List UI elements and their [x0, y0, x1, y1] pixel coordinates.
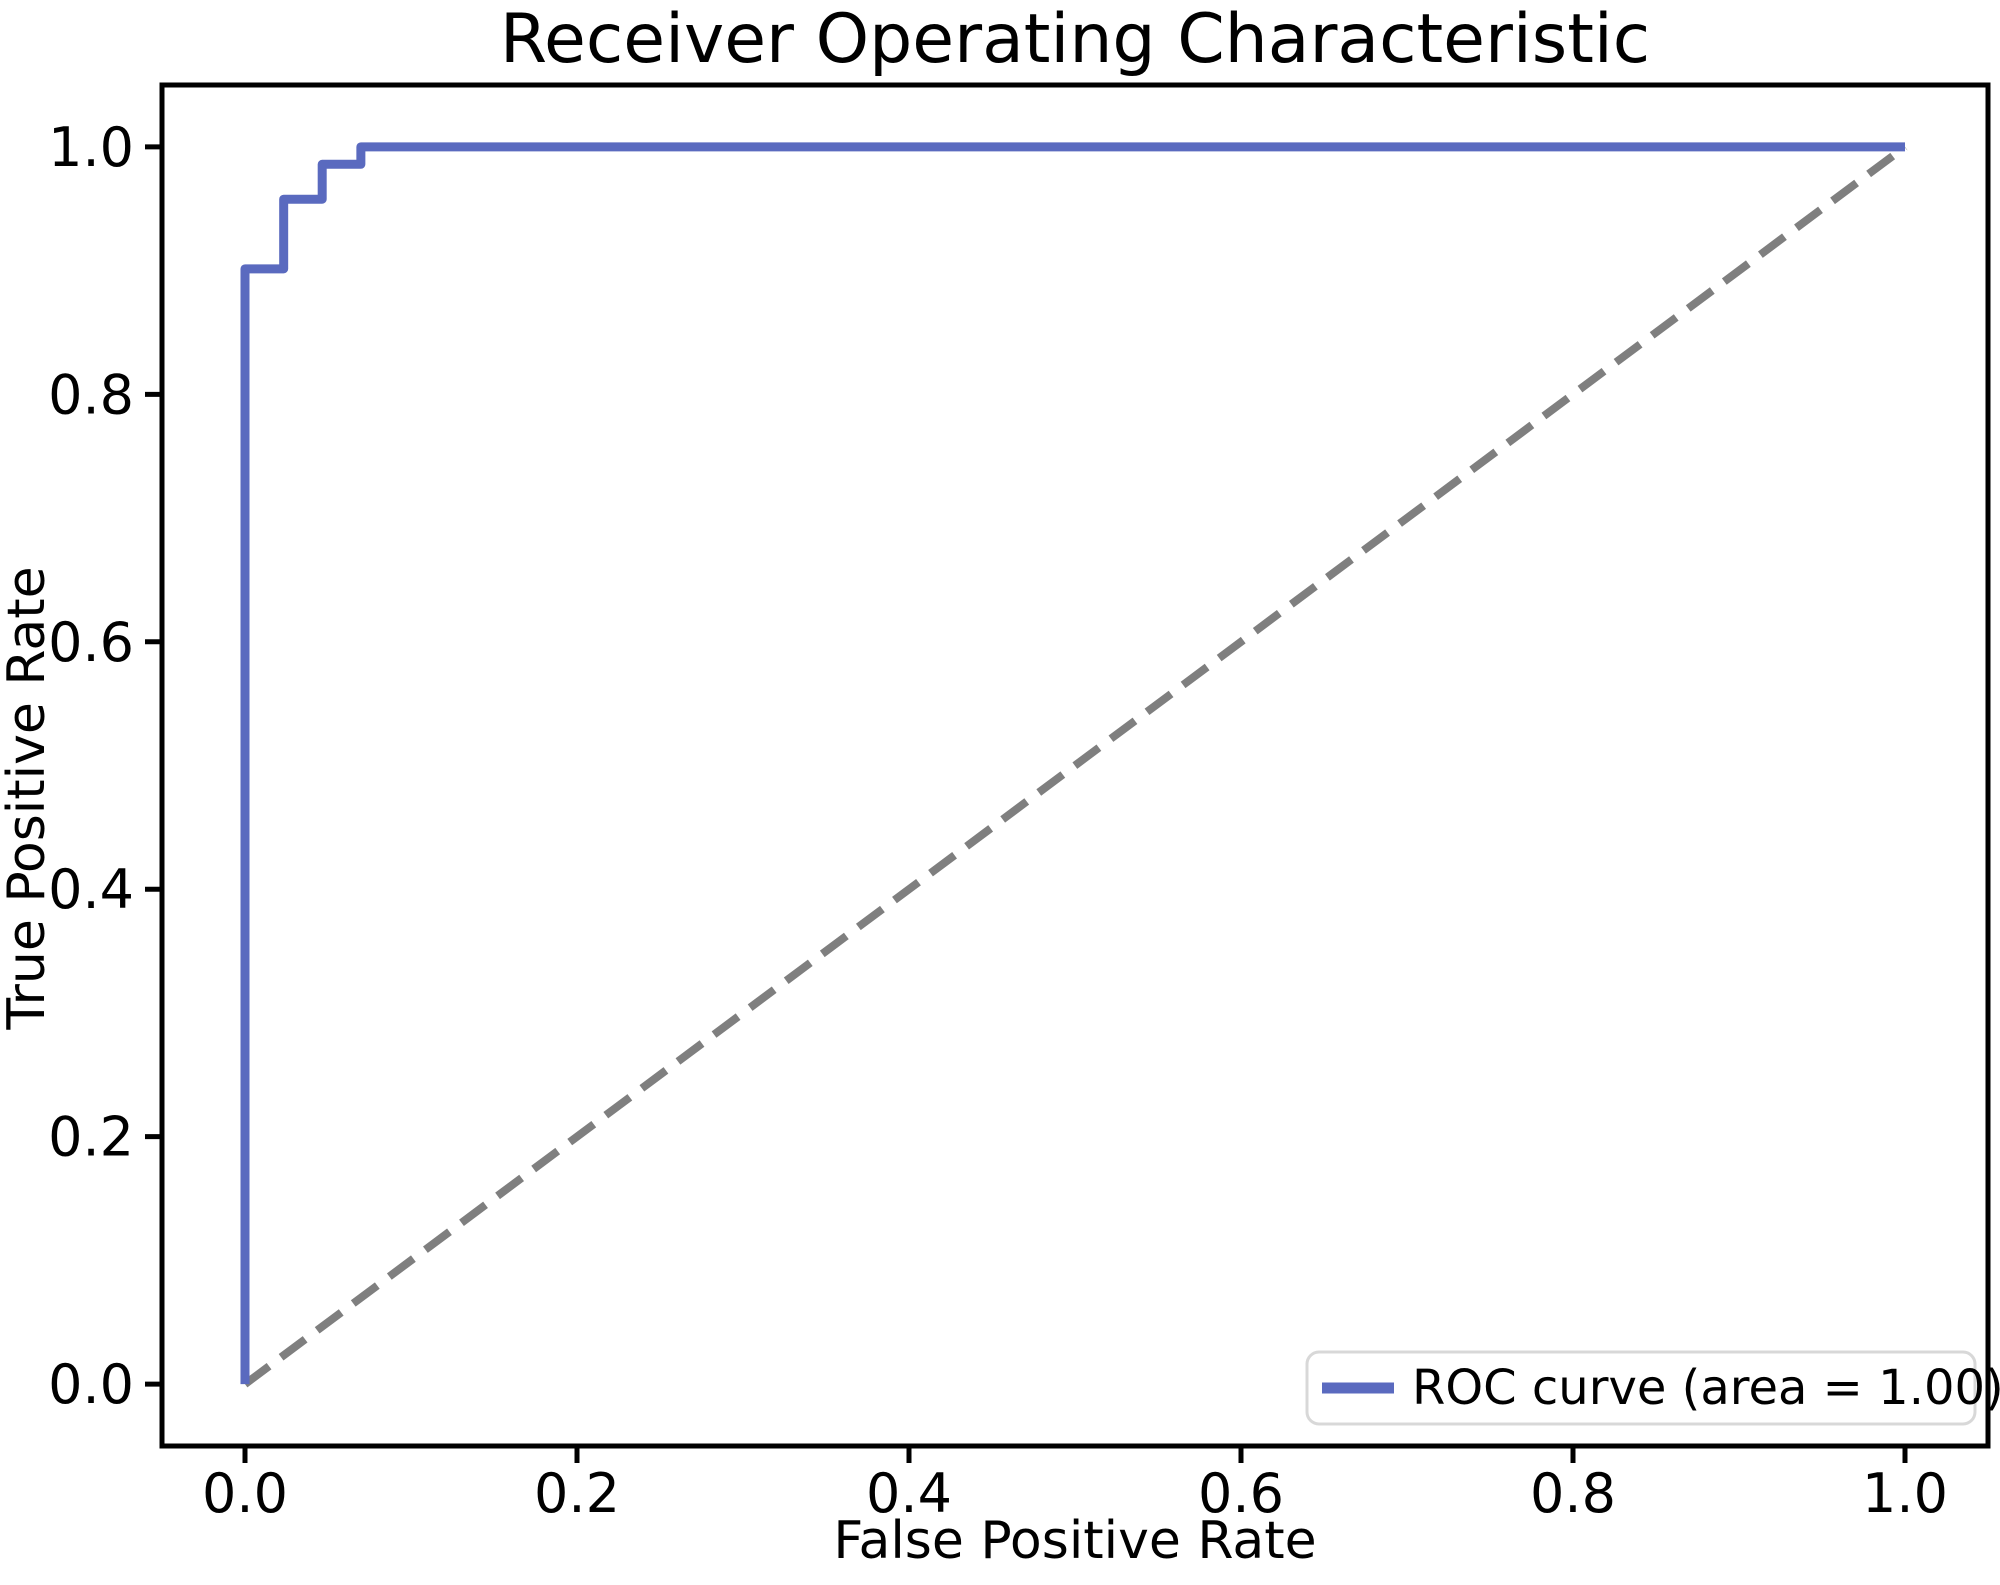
- y-tick-label: 0.2: [48, 1106, 134, 1169]
- y-tick-label: 0.0: [48, 1353, 134, 1416]
- legend: ROC curve (area = 1.00): [1305, 1350, 2000, 1426]
- chart-title: Receiver Operating Characteristic: [500, 0, 1650, 79]
- x-tick-label: 0.0: [202, 1462, 288, 1525]
- x-axis-label: False Positive Rate: [833, 1511, 1316, 1571]
- y-tick-label: 0.6: [48, 611, 134, 674]
- x-tick-label: 0.6: [1198, 1462, 1284, 1525]
- y-axis-label: True Positive Rate: [0, 566, 57, 1030]
- x-tick-label: 0.2: [534, 1462, 620, 1525]
- y-tick-label: 1.0: [48, 116, 134, 179]
- legend-entry-label: ROC curve (area = 1.00): [1412, 1360, 2000, 1416]
- plot-spines: [159, 82, 1991, 1449]
- chance-diagonal-line: [242, 143, 1908, 1388]
- y-tick-label: 0.8: [48, 363, 134, 426]
- legend-box: [1305, 1350, 1977, 1426]
- axis-tick-labels: 0.0 0.2 0.4 0.6 0.8 1.0 0.0 0.2 0.4 0.6 0.8 1.0: [48, 116, 1948, 1525]
- plot-series: [240, 142, 1908, 1388]
- x-tick-label: 0.8: [1530, 1462, 1616, 1525]
- y-tick-label: 0.4: [48, 858, 134, 921]
- x-tick-label: 1.0: [1862, 1462, 1948, 1525]
- roc-curve-line: [240, 142, 1905, 1385]
- axis-ticks: [145, 144, 1908, 1463]
- x-tick-label: 0.4: [866, 1462, 952, 1525]
